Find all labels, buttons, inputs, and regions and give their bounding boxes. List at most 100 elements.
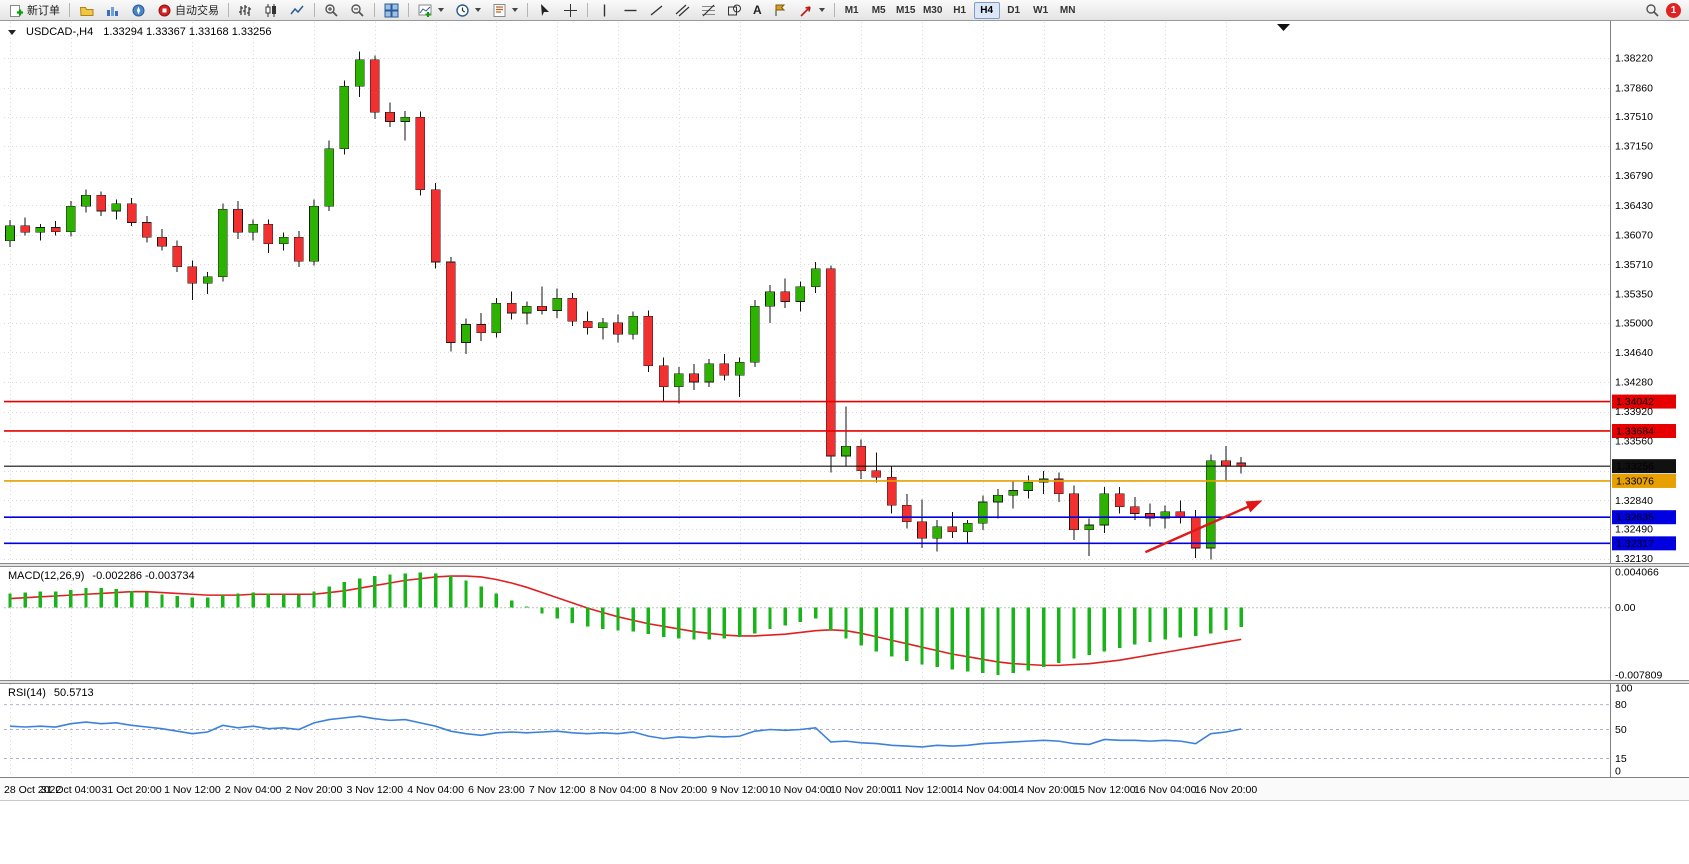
label-tag-icon: [773, 3, 788, 18]
price-tick-label: 1.37510: [1615, 111, 1653, 123]
bear-candle: [901, 504, 912, 523]
templates-button[interactable]: [487, 1, 523, 19]
bull-candle: [704, 363, 715, 383]
toolbar-separator: [374, 3, 375, 17]
horizontal-line-tool-button[interactable]: [618, 1, 643, 19]
crosshair-button[interactable]: [558, 1, 583, 19]
timeframe-H4[interactable]: H4: [973, 1, 1000, 19]
label-tool-button[interactable]: [768, 1, 793, 19]
bear-candle: [96, 195, 106, 212]
bull-candle: [597, 322, 608, 329]
timeframe-D1[interactable]: D1: [1001, 2, 1027, 19]
text-tool-icon: A: [753, 3, 762, 17]
line-chart-mode-button[interactable]: [285, 1, 310, 19]
rsi-tick-label: 80: [1615, 699, 1627, 711]
dropdown-caret-icon: [512, 8, 518, 12]
timeframe-M15[interactable]: M15: [893, 2, 919, 19]
timeframe-W1[interactable]: W1: [1028, 2, 1054, 19]
price-tick-label: 1.34640: [1615, 347, 1653, 359]
bull-candle: [977, 501, 988, 524]
bull-candle: [841, 445, 851, 457]
time-tick-label: 3 Nov 12:00: [346, 784, 403, 796]
timeframe-MN[interactable]: MN: [1055, 2, 1081, 19]
bear-candle: [430, 189, 441, 263]
support-line-upper-badge: [1612, 510, 1676, 525]
indicators-icon: [418, 3, 433, 18]
tile-windows-button[interactable]: [379, 1, 404, 19]
candlestick-mode-button[interactable]: [259, 1, 284, 19]
bear-candle: [142, 222, 152, 238]
bull-candle: [1099, 493, 1110, 526]
bear-candle: [50, 227, 61, 232]
bull-candle: [461, 324, 471, 343]
time-tick-label: 8 Nov 20:00: [650, 784, 707, 796]
trendline-tool-button[interactable]: [644, 1, 669, 19]
shapes-tool-button[interactable]: [722, 1, 747, 19]
bull-candle: [810, 268, 821, 287]
trend-arrow-annotation[interactable]: [1144, 500, 1263, 554]
new-order-button[interactable]: 新订单: [4, 1, 65, 19]
bull-candle: [521, 306, 532, 314]
price-tick-label: 1.36790: [1615, 170, 1653, 182]
channel-tool-button[interactable]: [670, 1, 695, 19]
chart-canvas[interactable]: 1.34042 1.33684 1.33256 1.33076 1.32635 1.323…: [0, 21, 1689, 864]
macd-histogram: [8, 572, 1243, 675]
notification-badge[interactable]: 1: [1666, 2, 1681, 18]
panel-splitter[interactable]: [0, 563, 1689, 567]
bull-candle: [962, 523, 973, 532]
bull-candle: [218, 209, 228, 278]
cursor-button[interactable]: [532, 1, 557, 19]
timeframe-M5[interactable]: M5: [866, 2, 892, 19]
bear-candle: [233, 209, 243, 233]
timeframe-H1[interactable]: H1: [947, 2, 973, 19]
price-tick-label: 1.34280: [1615, 377, 1653, 389]
bar-chart-mode-button[interactable]: [233, 1, 258, 19]
arrows-tool-button[interactable]: [794, 1, 830, 19]
periods-button[interactable]: [450, 1, 486, 19]
timeframe-M30[interactable]: M30: [920, 2, 946, 19]
bear-candle: [263, 223, 274, 245]
dropdown-caret-icon: [438, 8, 444, 12]
fibonacci-tool-button[interactable]: [696, 1, 721, 19]
bull-candle: [324, 148, 335, 207]
search-icon: [1645, 3, 1660, 18]
time-tick-label: 16 Nov 04:00: [1134, 784, 1197, 796]
macd-tick-label: 0.00: [1615, 602, 1636, 614]
bull-candle: [339, 85, 350, 149]
price-axis[interactable]: 1.38220 1.37860 1.37510 1.37150 1.36790 1.364…: [1610, 21, 1663, 778]
timeframe-M1[interactable]: M1: [839, 2, 865, 19]
new-order-label: 新订单: [27, 5, 60, 17]
time-tick-label: 16 Nov 20:00: [1195, 784, 1258, 796]
market-watch-button[interactable]: [100, 1, 125, 19]
vertical-line-tool-button[interactable]: [592, 1, 617, 19]
price-tick-label: 1.32490: [1615, 524, 1653, 536]
line-chart-icon: [290, 3, 305, 18]
search-button[interactable]: [1640, 1, 1665, 19]
dropdown-caret-icon: [475, 8, 481, 12]
bear-candle: [1145, 513, 1155, 519]
bear-candle: [506, 302, 517, 314]
bear-candle: [582, 320, 593, 329]
toolbar: 新订单 自动交易: [0, 0, 1689, 21]
profiles-button[interactable]: [74, 1, 99, 19]
macd-panel: [4, 575, 1610, 667]
bear-candle: [780, 291, 791, 302]
rsi-tick-label: 100: [1615, 683, 1633, 695]
zoom-in-button[interactable]: [319, 1, 344, 19]
vertical-line-icon: [597, 3, 612, 18]
panel-splitter[interactable]: [0, 680, 1689, 684]
bull-candle: [35, 227, 46, 233]
zoom-out-button[interactable]: [345, 1, 370, 19]
navigator-button[interactable]: [126, 1, 151, 19]
indicators-button[interactable]: [413, 1, 449, 19]
autotrading-button[interactable]: 自动交易: [152, 1, 224, 19]
bull-candle: [932, 526, 943, 539]
bull-candle: [749, 306, 760, 363]
price-tick-label: 1.38220: [1615, 53, 1653, 65]
zoom-out-icon: [350, 3, 365, 18]
chart-shift-marker[interactable]: [1277, 24, 1290, 31]
text-tool-button[interactable]: A: [748, 1, 767, 19]
autotrading-icon: [157, 3, 172, 18]
rsi-tick-label: 15: [1615, 753, 1627, 765]
